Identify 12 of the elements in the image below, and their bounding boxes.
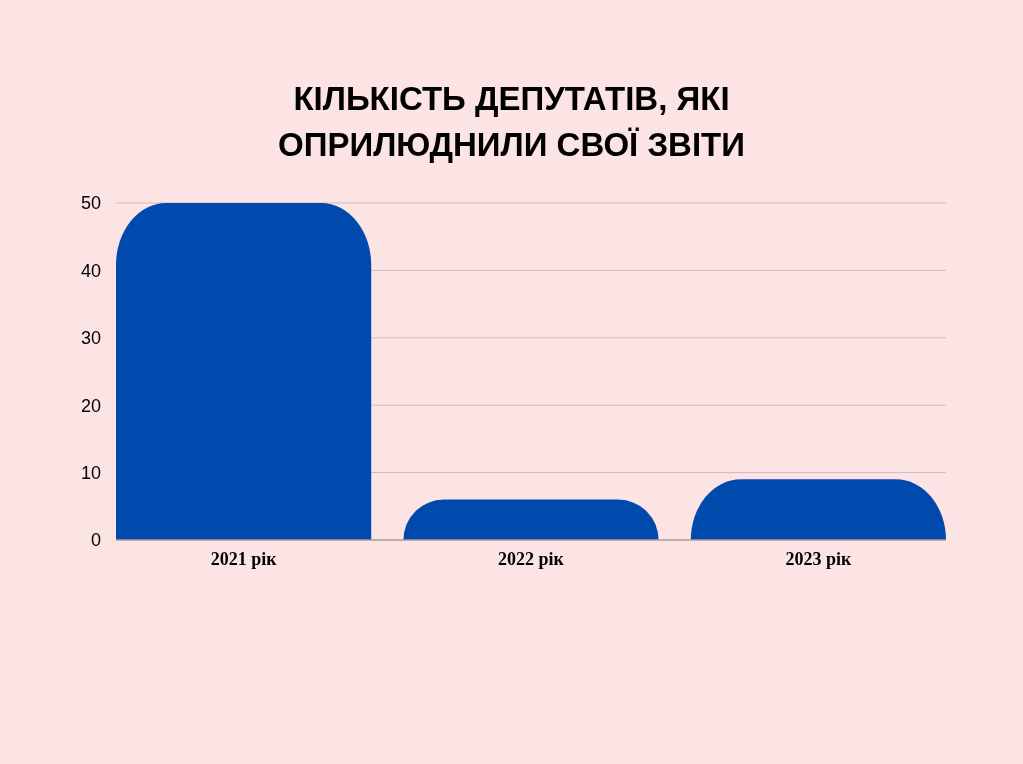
- x-tick-label: 2021 рік: [210, 549, 278, 569]
- y-tick-label: 30: [80, 328, 101, 349]
- x-tick-label: 2023 рік: [785, 549, 852, 569]
- y-tick-label: 50: [80, 193, 101, 214]
- chart-title: КІЛЬКІСТЬ ДЕПУТАТІВ, ЯКІ ОПРИЛЮДНИЛИ СВОЇ ЗВІТИ: [278, 80, 745, 163]
- y-tick-label: 0: [90, 530, 101, 551]
- y-tick-label: 10: [80, 462, 101, 483]
- y-tick-label: 20: [80, 395, 101, 416]
- bar: [116, 203, 372, 540]
- bar: [403, 499, 659, 540]
- x-tick-label: 2022 рік: [498, 549, 565, 569]
- y-tick-label: 40: [80, 260, 101, 281]
